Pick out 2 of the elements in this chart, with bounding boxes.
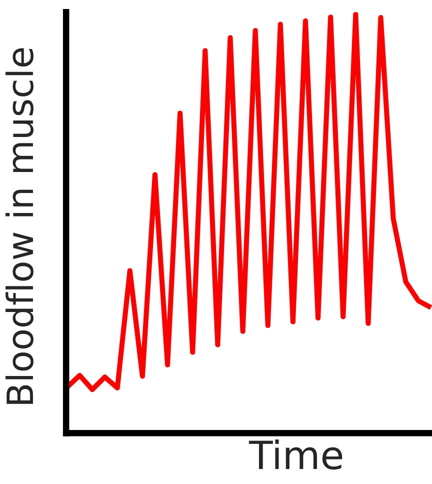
x-axis-title: Time: [248, 439, 342, 470]
y-axis-title: Bloodflow in muscle: [6, 48, 34, 404]
